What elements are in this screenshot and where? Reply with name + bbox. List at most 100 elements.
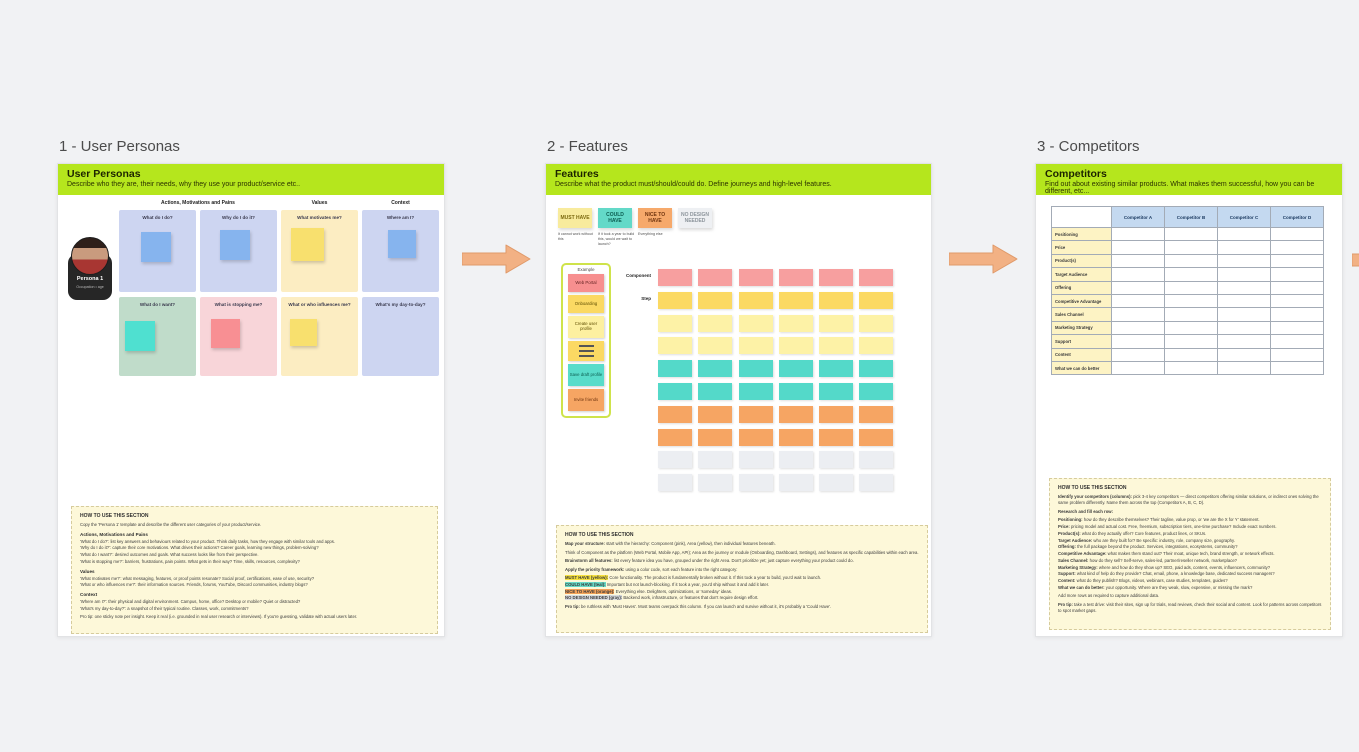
sticky-note[interactable] — [658, 428, 692, 446]
persona-cell[interactable]: Why do I do it? — [200, 210, 277, 292]
sticky-note[interactable] — [698, 314, 733, 332]
sticky-note[interactable] — [778, 382, 813, 400]
sticky-note[interactable]: Create user profile — [568, 316, 604, 338]
table-cell[interactable] — [1164, 347, 1218, 362]
table-cell[interactable] — [1217, 267, 1271, 282]
legend-could-have[interactable]: COULD HAVE — [598, 208, 632, 228]
sticky-note[interactable] — [778, 314, 813, 332]
table-cell[interactable] — [1217, 307, 1271, 322]
table-cell[interactable] — [1217, 240, 1271, 255]
table-cell[interactable] — [1111, 240, 1165, 255]
table-cell[interactable] — [1111, 320, 1165, 336]
sticky-note[interactable] — [658, 291, 692, 309]
sticky-note[interactable] — [698, 428, 733, 446]
sticky-note[interactable] — [819, 405, 854, 423]
table-cell[interactable] — [1111, 347, 1165, 362]
sticky-note[interactable] — [291, 228, 324, 261]
competitor-column-header[interactable]: Competitor D — [1270, 206, 1324, 228]
criteria-row-label[interactable]: Sales Channel — [1051, 307, 1112, 322]
persona-cell[interactable]: What's my day-to-day? — [362, 297, 439, 376]
table-cell[interactable] — [1217, 280, 1271, 295]
sticky-note[interactable]: Onboarding — [568, 295, 604, 313]
sticky-note[interactable] — [819, 474, 854, 492]
legend-no-design[interactable]: NO DESIGN NEEDED — [678, 208, 712, 228]
sticky-note[interactable] — [778, 428, 813, 446]
table-cell[interactable] — [1164, 226, 1218, 242]
arrow-right-icon-partial[interactable] — [1352, 249, 1359, 271]
sticky-note[interactable] — [819, 269, 854, 286]
table-cell[interactable] — [1164, 253, 1218, 269]
criteria-row-label[interactable]: What we can do better — [1051, 360, 1112, 376]
sticky-note[interactable] — [125, 321, 155, 351]
sticky-note[interactable] — [738, 382, 773, 400]
table-cell[interactable] — [1164, 240, 1218, 255]
feature-sticky-grid[interactable] — [658, 269, 894, 492]
persona-cell[interactable]: What do I do? — [119, 210, 196, 292]
sticky-note[interactable] — [290, 319, 317, 346]
sticky-note[interactable] — [738, 428, 773, 446]
sticky-note[interactable] — [859, 360, 894, 378]
sticky-note[interactable] — [658, 360, 692, 378]
frame-label[interactable]: 2 - Features — [547, 138, 628, 155]
sticky-note[interactable]: Save draft profile — [568, 364, 604, 386]
legend-nice-to-have[interactable]: NICE TO HAVE — [638, 208, 672, 228]
table-cell[interactable] — [1111, 293, 1165, 309]
sticky-note[interactable] — [698, 405, 733, 423]
criteria-row-label[interactable]: Offering — [1051, 280, 1112, 295]
sticky-note[interactable] — [819, 428, 854, 446]
sticky-note[interactable] — [819, 337, 854, 355]
frame-user-personas[interactable]: 1 - User Personas User Personas Describe… — [57, 138, 445, 637]
sticky-note[interactable] — [819, 314, 854, 332]
table-cell[interactable] — [1217, 293, 1271, 309]
arrow-right-icon[interactable] — [461, 243, 532, 280]
section-header[interactable]: User Personas Describe who they are, the… — [58, 164, 444, 195]
sticky-note[interactable] — [819, 451, 854, 469]
criteria-row-label[interactable]: Content — [1051, 347, 1112, 362]
example-box[interactable]: Example Web Portal Onboarding Create use… — [561, 263, 611, 418]
table-cell[interactable] — [1164, 307, 1218, 322]
sticky-note[interactable] — [819, 360, 854, 378]
table-cell[interactable] — [1270, 320, 1324, 336]
sticky-note[interactable] — [778, 451, 813, 469]
table-cell[interactable] — [1111, 360, 1165, 376]
sticky-note[interactable] — [658, 405, 692, 423]
sticky-note[interactable] — [859, 428, 894, 446]
criteria-row-label[interactable]: Marketing Strategy — [1051, 320, 1112, 336]
sticky-note[interactable] — [738, 405, 773, 423]
sticky-note[interactable]: Invite friends — [568, 389, 604, 411]
competitor-column-header[interactable]: Competitor A — [1111, 206, 1165, 228]
table-cell[interactable] — [1270, 360, 1324, 376]
persona-cell[interactable]: Where am I? — [362, 210, 439, 292]
sticky-note[interactable] — [658, 451, 692, 469]
competitor-column-header[interactable]: Competitor B — [1164, 206, 1218, 228]
table-cell[interactable] — [1270, 334, 1324, 349]
sticky-note[interactable] — [859, 291, 894, 309]
sticky-note[interactable] — [698, 360, 733, 378]
frame-competitors[interactable]: 3 - Competitors Competitors Find out abo… — [1035, 138, 1343, 637]
table-cell[interactable] — [1111, 280, 1165, 295]
table-cell[interactable] — [1270, 267, 1324, 282]
table-cell[interactable] — [1270, 293, 1324, 309]
table-cell[interactable] — [1217, 334, 1271, 349]
sticky-note[interactable] — [859, 405, 894, 423]
criteria-row-label[interactable]: Price — [1051, 240, 1112, 255]
persona-cell[interactable]: What motivates me? — [281, 210, 358, 292]
sticky-note[interactable] — [778, 405, 813, 423]
criteria-row-label[interactable]: Positioning — [1051, 226, 1112, 242]
table-cell[interactable] — [1164, 280, 1218, 295]
sticky-note[interactable] — [658, 382, 692, 400]
table-cell[interactable] — [1164, 360, 1218, 376]
sticky-note[interactable] — [859, 337, 894, 355]
sticky-note[interactable] — [778, 291, 813, 309]
table-cell[interactable] — [1111, 334, 1165, 349]
table-cell[interactable] — [1111, 307, 1165, 322]
sticky-note[interactable] — [738, 291, 773, 309]
table-cell[interactable] — [1217, 360, 1271, 376]
table-cell[interactable] — [1217, 347, 1271, 362]
sticky-note[interactable] — [859, 382, 894, 400]
persona-cell[interactable]: What or who influences me? — [281, 297, 358, 376]
persona-cell[interactable]: What do I want? — [119, 297, 196, 376]
sticky-note[interactable] — [388, 230, 416, 258]
table-cell[interactable] — [1111, 226, 1165, 242]
